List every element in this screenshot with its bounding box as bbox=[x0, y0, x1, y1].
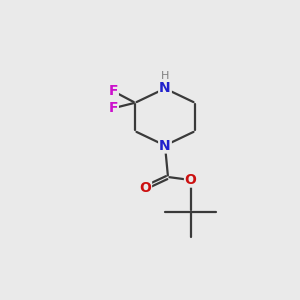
Text: F: F bbox=[109, 101, 118, 115]
Text: H: H bbox=[161, 71, 169, 81]
Text: O: O bbox=[140, 181, 152, 194]
Text: N: N bbox=[159, 139, 171, 152]
Text: N: N bbox=[159, 82, 171, 95]
Text: F: F bbox=[109, 84, 118, 98]
Text: O: O bbox=[184, 173, 196, 187]
